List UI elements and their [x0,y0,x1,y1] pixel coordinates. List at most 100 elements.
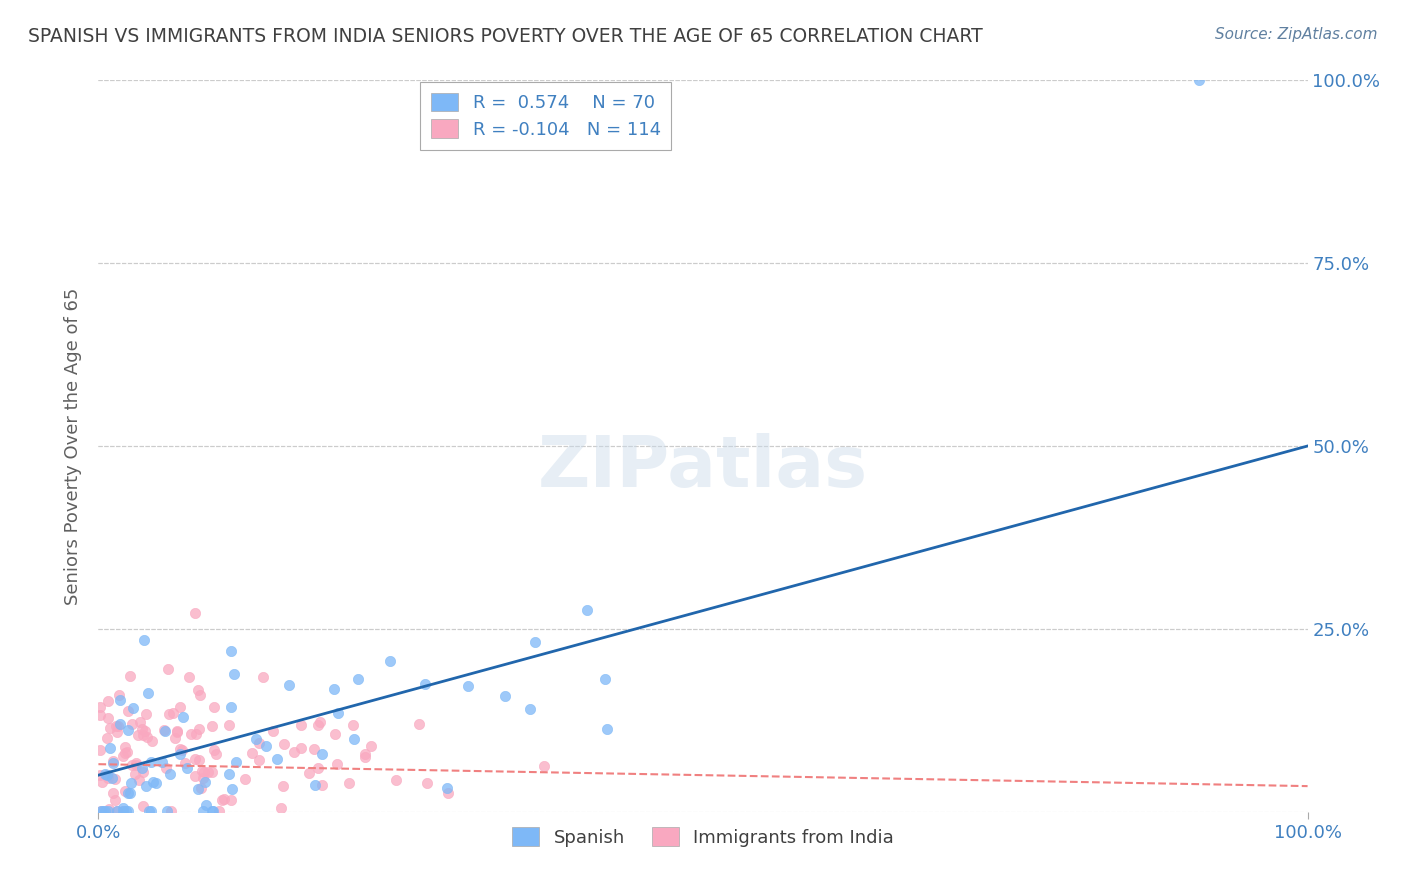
Spanish [117,804,139,818]
Spanish [145,776,167,790]
Spanish [155,804,177,818]
Spanish [134,633,156,648]
Spanish [322,682,344,697]
Spanish [219,699,242,714]
Immigrants from India [311,778,333,792]
Immigrants from India [416,775,439,789]
Spanish [98,740,121,755]
Immigrants from India [97,768,120,782]
Immigrants from India [308,715,330,730]
Spanish [105,804,128,818]
Immigrants from India [135,730,157,744]
Immigrants from India [308,717,330,731]
Immigrants from India [337,776,360,790]
Spanish [221,781,243,796]
Immigrants from India [211,793,233,807]
Immigrants from India [157,706,180,721]
Immigrants from India [247,736,270,750]
Immigrants from India [201,719,224,733]
Immigrants from India [191,764,214,778]
Immigrants from India [96,731,118,746]
Spanish [413,677,436,691]
Spanish [135,779,157,793]
Spanish [131,761,153,775]
Spanish [202,804,225,818]
Immigrants from India [124,767,146,781]
Spanish [519,702,541,716]
Immigrants from India [97,711,120,725]
Immigrants from India [270,801,292,815]
Immigrants from India [135,706,157,721]
Immigrants from India [114,746,136,760]
Spanish [311,747,333,761]
Spanish [139,804,162,818]
Immigrants from India [89,708,111,723]
Spanish [494,689,516,703]
Immigrants from India [114,784,136,798]
Immigrants from India [283,745,305,759]
Spanish [194,774,217,789]
Immigrants from India [97,693,120,707]
Spanish [593,672,616,686]
Spanish [436,780,458,795]
Immigrants from India [89,768,111,782]
Immigrants from India [128,772,150,787]
Spanish [152,755,174,769]
Spanish [596,722,619,736]
Immigrants from India [325,756,347,771]
Spanish [117,786,139,800]
Immigrants from India [127,728,149,742]
Immigrants from India [190,781,212,796]
Immigrants from India [107,719,129,733]
Immigrants from India [247,753,270,767]
Immigrants from India [208,804,231,818]
Legend: Spanish, Immigrants from India: Spanish, Immigrants from India [505,820,901,854]
Immigrants from India [180,727,202,741]
Immigrants from India [111,748,134,763]
Spanish [172,710,194,724]
Immigrants from India [153,723,176,737]
Immigrants from India [98,722,121,736]
Immigrants from India [240,746,263,760]
Immigrants from India [273,737,295,751]
Spanish [524,635,547,649]
Immigrants from India [121,717,143,731]
Spanish [576,603,599,617]
Immigrants from India [360,739,382,754]
Immigrants from India [184,769,207,783]
Immigrants from India [197,765,219,780]
Immigrants from India [160,804,183,818]
Immigrants from India [166,723,188,738]
Immigrants from India [271,779,294,793]
Immigrants from India [101,755,124,769]
Spanish [138,804,160,818]
Immigrants from India [156,662,179,676]
Spanish [97,804,120,818]
Immigrants from India [307,761,329,775]
Spanish [346,672,368,686]
Spanish [219,644,242,658]
Immigrants from India [117,704,139,718]
Spanish [457,679,479,693]
Spanish [224,666,246,681]
Immigrants from India [155,761,177,775]
Spanish [328,706,350,720]
Immigrants from India [385,772,408,787]
Immigrants from India [112,804,135,818]
Immigrants from India [162,706,184,720]
Immigrants from India [170,743,193,757]
Spanish [138,686,160,700]
Spanish [245,731,267,746]
Immigrants from India [233,772,256,786]
Text: Source: ZipAtlas.com: Source: ZipAtlas.com [1215,27,1378,42]
Spanish [110,692,132,706]
Immigrants from India [169,742,191,756]
Immigrants from India [125,758,148,772]
Spanish [343,731,366,746]
Spanish [278,678,301,692]
Spanish [254,739,277,753]
Immigrants from India [173,756,195,770]
Immigrants from India [121,758,143,772]
Spanish [142,775,165,789]
Spanish [225,755,247,769]
